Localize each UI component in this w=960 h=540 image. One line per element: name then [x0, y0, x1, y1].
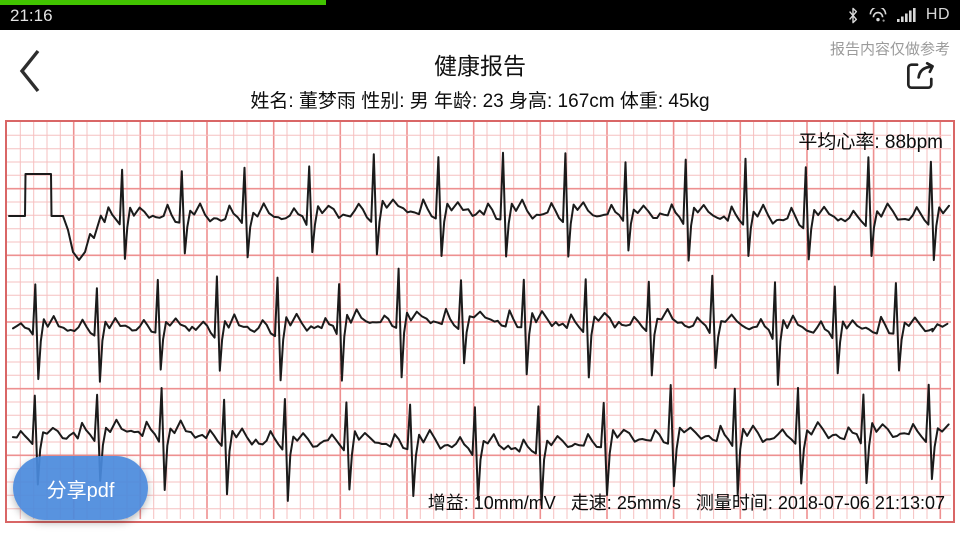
back-chevron-icon	[19, 49, 40, 93]
share-pdf-label: 分享pdf	[46, 479, 115, 502]
status-icons: HD	[847, 0, 950, 30]
bluetooth-icon	[847, 7, 859, 24]
back-button[interactable]	[18, 48, 44, 94]
page-title: 健康报告	[434, 53, 526, 79]
share-export-icon	[906, 61, 934, 90]
header: 健康报告 报告内容仅做参考 姓名: 董梦雨 性别: 男 年龄: 23 身高: 1…	[0, 30, 960, 120]
signal-strength-icon	[896, 7, 917, 23]
measure-time: 测量时间: 2018-07-06 21:13:07	[695, 493, 945, 513]
share-button[interactable]	[902, 56, 940, 94]
clock-time: 21:16	[10, 6, 53, 25]
measurement-settings: 增益: 10mm/mV 走速: 25mm/s 测量时间: 2018-07-06 …	[428, 489, 945, 515]
ecg-grid-and-traces	[7, 122, 951, 519]
ecg-chart: 平均心率: 88bpm 增益: 10mm/mV 走速: 25mm/s 测量时间:…	[5, 120, 955, 523]
wifi-icon	[868, 7, 888, 23]
status-progress-bar	[0, 0, 327, 5]
average-heart-rate: 平均心率: 88bpm	[798, 132, 943, 153]
disclaimer-text: 报告内容仅做参考	[829, 41, 950, 58]
hd-indicator: HD	[925, 6, 950, 23]
gain-value: 增益: 10mm/mV	[427, 493, 556, 513]
status-bar: 21:16	[0, 0, 960, 30]
share-pdf-button[interactable]: 分享pdf	[13, 456, 148, 520]
patient-info: 姓名: 董梦雨 性别: 男 年龄: 23 身高: 167cm 体重: 45kg	[250, 91, 710, 112]
speed-value: 走速: 25mm/s	[570, 493, 681, 513]
